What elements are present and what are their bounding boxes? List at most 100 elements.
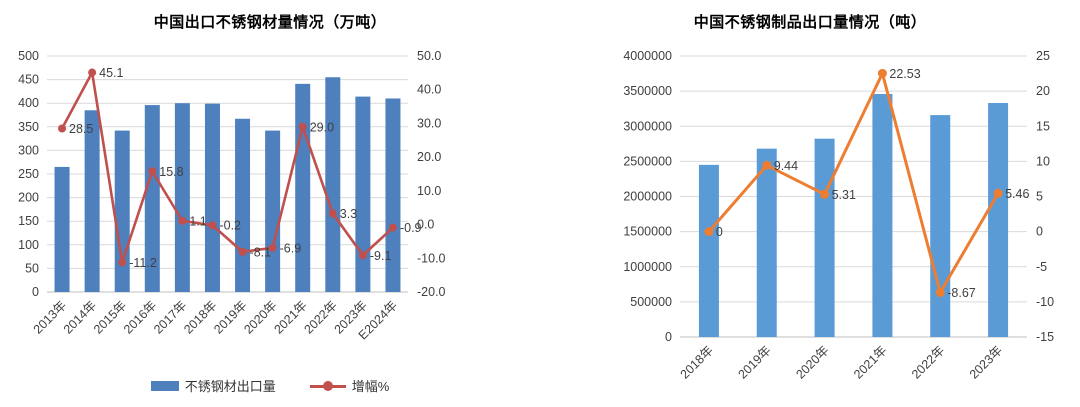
bar bbox=[295, 83, 311, 293]
x-axis-tick-label: 2023年 bbox=[967, 343, 1005, 381]
data-label: 1.1 bbox=[189, 214, 206, 228]
bar bbox=[988, 102, 1009, 337]
data-label: 5.46 bbox=[1005, 187, 1029, 201]
chart-plot-area: 0 500000 1000000 1500000 2000000 2500000 30000… bbox=[623, 49, 1054, 382]
y-axis-left-tick-label: 250 bbox=[18, 167, 39, 181]
data-label: 28.5 bbox=[69, 122, 93, 136]
y-axis-right-tick-label: 0.0 bbox=[417, 218, 434, 232]
line-marker bbox=[268, 243, 277, 252]
legend-item-bar-series: 不锈钢材出口量 bbox=[150, 376, 276, 395]
x-axis-tick-label: 2016年 bbox=[121, 298, 159, 336]
bar bbox=[355, 96, 371, 292]
chart-plot-area: 0 50 100 150 200 250 300 350 400 450 500 -20.0 -10.0… bbox=[18, 49, 446, 343]
data-label: 15.8 bbox=[159, 165, 183, 179]
y-axis-right-tick-label: -20.0 bbox=[417, 285, 446, 299]
bar bbox=[325, 77, 341, 293]
data-label: -11.2 bbox=[129, 256, 157, 270]
y-axis-right-tick-label: -10 bbox=[1036, 295, 1054, 309]
bar bbox=[114, 130, 130, 292]
bar bbox=[144, 105, 160, 292]
bar bbox=[54, 166, 70, 292]
line-marker bbox=[298, 122, 307, 131]
line-series-marker-icon bbox=[309, 380, 346, 391]
x-axis-tick-label: 2019年 bbox=[211, 298, 249, 336]
growth-line bbox=[60, 71, 394, 264]
y-axis-left-tick-label: 1500000 bbox=[623, 225, 672, 239]
bar-series-swatch-icon bbox=[150, 380, 179, 391]
chart-title: 中国不锈钢制品出口量情况（吨） bbox=[693, 14, 927, 31]
data-label: 0 bbox=[716, 225, 723, 239]
bar bbox=[756, 148, 777, 337]
growth-line bbox=[707, 71, 1000, 295]
line-marker bbox=[762, 160, 772, 170]
x-axis-tick-label: 2022年 bbox=[909, 343, 947, 381]
y-axis-left-tick-label: 400 bbox=[18, 96, 39, 110]
y-axis-left-tick-label: 500 bbox=[18, 49, 39, 63]
line-marker bbox=[877, 68, 887, 78]
line-marker bbox=[58, 124, 67, 133]
x-axis-tick-label: 2020年 bbox=[793, 343, 831, 381]
bar bbox=[235, 118, 251, 292]
legend-item-line-series: 增幅% bbox=[309, 376, 390, 395]
y-axis-right-tick-label: 0 bbox=[1036, 225, 1043, 239]
legend-label: 不锈钢材出口量 bbox=[184, 379, 276, 394]
y-axis-right-tick-label: 10.0 bbox=[417, 184, 441, 198]
chart-title: 中国出口不锈钢材量情况（万吨） bbox=[153, 14, 387, 31]
data-label: 22.53 bbox=[889, 67, 920, 81]
y-axis-right-tick-label: 20.0 bbox=[417, 150, 441, 164]
line-marker bbox=[178, 216, 187, 225]
bar bbox=[814, 138, 835, 337]
line-marker bbox=[704, 227, 714, 237]
legend-label: 增幅% bbox=[351, 379, 390, 394]
line-marker bbox=[208, 221, 217, 230]
y-axis-left-tick-label: 3000000 bbox=[623, 119, 672, 133]
bar bbox=[930, 115, 951, 337]
data-label: 45.1 bbox=[99, 66, 123, 80]
y-axis-left-tick-label: 500000 bbox=[630, 295, 672, 309]
y-axis-left-tick-label: 50 bbox=[25, 261, 39, 275]
chart-legend: 不锈钢材出口量 增幅% bbox=[0, 376, 540, 395]
y-axis-right-tick-label: 50.0 bbox=[417, 49, 441, 63]
x-axis-tick-label: 2014年 bbox=[61, 298, 99, 336]
data-label: -0.9 bbox=[400, 221, 422, 235]
y-axis-right-tick-label: 25 bbox=[1036, 49, 1050, 63]
bar bbox=[84, 110, 100, 292]
x-axis-tick-label: 2013年 bbox=[31, 298, 69, 336]
line-marker bbox=[993, 188, 1003, 198]
line-marker bbox=[820, 189, 830, 199]
data-label: -8.1 bbox=[250, 245, 272, 259]
y-axis-left-tick-label: 150 bbox=[18, 214, 39, 228]
y-axis-right-tick-label: 40.0 bbox=[417, 83, 441, 97]
line-marker bbox=[935, 288, 945, 298]
bar bbox=[174, 103, 190, 292]
line-marker bbox=[148, 167, 157, 176]
x-axis-tick-label: 2022年 bbox=[302, 298, 340, 336]
x-axis-tick-label: 2019年 bbox=[735, 343, 773, 381]
data-label: 9.44 bbox=[774, 159, 798, 173]
data-label: -8.67 bbox=[947, 286, 976, 300]
x-axis-tick-label: 2017年 bbox=[151, 298, 189, 336]
y-axis-left-tick-label: 1000000 bbox=[623, 260, 672, 274]
data-label: -0.2 bbox=[219, 219, 241, 233]
bar bbox=[698, 164, 719, 337]
data-label: 29.0 bbox=[310, 120, 334, 134]
x-axis-tick-label: 2020年 bbox=[241, 298, 279, 336]
data-label: 3.3 bbox=[340, 207, 357, 221]
y-axis-left-tick-label: 2000000 bbox=[623, 190, 672, 204]
y-axis-left-tick-label: 0 bbox=[32, 285, 39, 299]
y-axis-left-tick-label: 350 bbox=[18, 120, 39, 134]
y-axis-right-tick-label: 10 bbox=[1036, 154, 1050, 168]
data-label: -9.1 bbox=[370, 249, 392, 263]
bar bbox=[265, 130, 281, 292]
line-marker bbox=[358, 251, 367, 260]
y-axis-left-tick-label: 450 bbox=[18, 73, 39, 87]
y-axis-left-tick-label: 100 bbox=[18, 238, 39, 252]
line-marker bbox=[388, 223, 397, 232]
y-axis-left-tick-label: 300 bbox=[18, 143, 39, 157]
y-axis-left-tick-label: 3500000 bbox=[623, 84, 672, 98]
x-axis-tick-label: 2021年 bbox=[271, 298, 309, 336]
data-label: 5.31 bbox=[832, 188, 856, 202]
line-marker bbox=[88, 68, 97, 77]
x-axis-tick-label: 2015年 bbox=[91, 298, 129, 336]
